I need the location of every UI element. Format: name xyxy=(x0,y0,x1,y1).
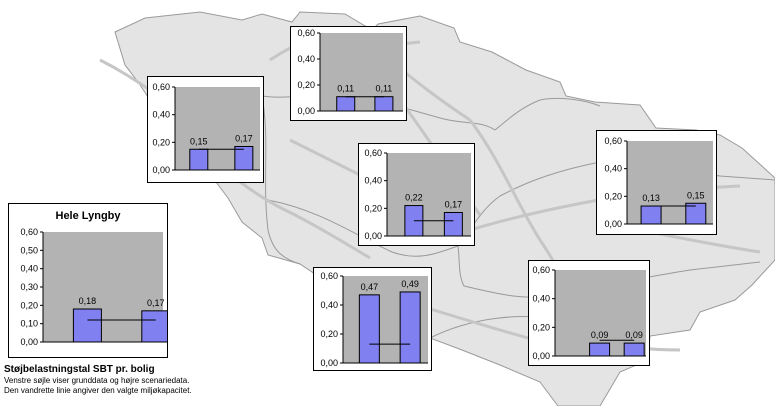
chart-district-nord: 0,00 0,20 0,40 0,60 0,11 0,11 xyxy=(290,26,407,121)
y-tick-label: 0,00 xyxy=(320,358,338,368)
bar-scenariedata xyxy=(234,145,254,171)
bar-grunddata xyxy=(336,96,356,112)
chart-hele-lyngby: 0,00 0,10 0,20 0,30 0,40 0,50 0,60 0,18 0,17 Hel… xyxy=(8,203,168,358)
y-tick-label: 0,60 xyxy=(297,28,315,38)
bar-value-label: 0,17 xyxy=(235,133,253,143)
chart-plot-svg: 0,00 0,20 0,40 0,60 0,13 0,15 xyxy=(604,136,713,229)
y-tick-label: 0,40 xyxy=(20,264,38,274)
bar-value-label: 0,11 xyxy=(337,84,354,94)
chart-plot-svg: 0,00 0,20 0,40 0,60 0,11 0,11 xyxy=(297,28,403,116)
bar-grunddata xyxy=(589,342,611,357)
bar-scenariedata xyxy=(623,342,645,357)
y-tick-label: 0,60 xyxy=(532,265,550,275)
bar-value-label: 0,09 xyxy=(591,330,609,340)
y-tick-label: 0,00 xyxy=(532,351,550,361)
y-tick-label: 0,60 xyxy=(152,82,170,92)
bar-grunddata xyxy=(72,308,102,343)
plot-area xyxy=(555,270,646,356)
bar-scenariedata xyxy=(141,310,167,343)
y-tick-label: 0,40 xyxy=(152,110,170,120)
chart-district-nordvest: 0,00 0,20 0,40 0,60 0,15 0,17 xyxy=(147,76,264,183)
bar-value-label: 0,11 xyxy=(375,84,392,94)
y-tick-label: 0,20 xyxy=(297,80,315,90)
chart-plot-svg: 0,00 0,20 0,40 0,60 0,15 0,17 xyxy=(152,82,260,175)
chart-district-syd: 0,00 0,20 0,40 0,60 0,47 0,49 xyxy=(313,267,432,371)
bar-value-label: 0,49 xyxy=(401,279,419,289)
chart-district-oest: 0,00 0,20 0,40 0,60 0,13 0,15 xyxy=(596,130,717,235)
bar-grunddata xyxy=(189,148,209,171)
bar-value-label: 0,17 xyxy=(445,199,463,209)
y-tick-label: 0,40 xyxy=(297,54,315,64)
y-tick-label: 0,40 xyxy=(532,294,550,304)
y-tick-label: 0,60 xyxy=(604,136,622,146)
chart-plot-svg: 0,00 0,20 0,40 0,60 0,22 0,17 xyxy=(364,148,471,241)
chart-plot-svg: 0,00 0,10 0,20 0,30 0,40 0,50 0,60 0,18 0,17 xyxy=(20,227,167,347)
bar-value-label: 0,15 xyxy=(687,190,705,200)
bar-value-label: 0,47 xyxy=(361,282,379,292)
y-tick-label: 0,60 xyxy=(364,148,382,158)
chart-district-sydoest: 0,00 0,20 0,40 0,60 0,09 0,09 xyxy=(528,260,650,366)
chart-title: Hele Lyngby xyxy=(55,210,121,222)
chart-district-centrum: 0,00 0,20 0,40 0,60 0,22 0,17 xyxy=(358,143,475,246)
bar-value-label: 0,18 xyxy=(79,296,97,306)
y-tick-label: 0,40 xyxy=(364,176,382,186)
y-tick-label: 0,00 xyxy=(152,165,170,175)
legend: Støjbelastningstal SBT pr. bolig Venstre… xyxy=(4,364,304,396)
bar-value-label: 0,13 xyxy=(642,193,660,203)
y-tick-label: 0,00 xyxy=(297,106,315,116)
bar-value-label: 0,22 xyxy=(405,193,423,203)
y-tick-label: 0,40 xyxy=(320,300,338,310)
y-tick-label: 0,20 xyxy=(20,300,38,310)
y-tick-label: 0,20 xyxy=(532,322,550,332)
y-tick-label: 0,00 xyxy=(20,337,38,347)
y-tick-label: 0,00 xyxy=(604,219,622,229)
bar-grunddata xyxy=(640,205,662,225)
bar-scenariedata xyxy=(685,202,707,225)
y-tick-label: 0,20 xyxy=(320,329,338,339)
y-tick-label: 0,00 xyxy=(364,231,382,241)
y-tick-label: 0,10 xyxy=(20,319,38,329)
bar-scenariedata xyxy=(443,211,463,237)
bar-value-label: 0,09 xyxy=(625,330,643,340)
y-tick-label: 0,50 xyxy=(20,245,38,255)
y-tick-label: 0,20 xyxy=(152,137,170,147)
chart-plot-svg: 0,00 0,20 0,40 0,60 0,09 0,09 xyxy=(532,265,646,361)
bar-scenariedata xyxy=(399,291,421,364)
bar-value-label: 0,17 xyxy=(147,298,165,308)
y-tick-label: 0,60 xyxy=(320,271,338,281)
y-tick-label: 0,40 xyxy=(604,164,622,174)
y-tick-label: 0,60 xyxy=(20,227,38,237)
y-tick-label: 0,30 xyxy=(20,282,38,292)
chart-plot-svg: 0,00 0,20 0,40 0,60 0,47 0,49 xyxy=(320,271,428,368)
bar-value-label: 0,15 xyxy=(190,136,208,146)
legend-line-1: Venstre søjle viser grunddata og højre s… xyxy=(4,376,190,385)
bar-grunddata xyxy=(358,294,380,364)
legend-title: Støjbelastningstal SBT pr. bolig xyxy=(4,364,155,375)
bar-scenariedata xyxy=(374,96,394,112)
legend-line-2: Den vandrette linie angiver den valgte m… xyxy=(4,386,192,395)
y-tick-label: 0,20 xyxy=(364,203,382,213)
y-tick-label: 0,20 xyxy=(604,191,622,201)
